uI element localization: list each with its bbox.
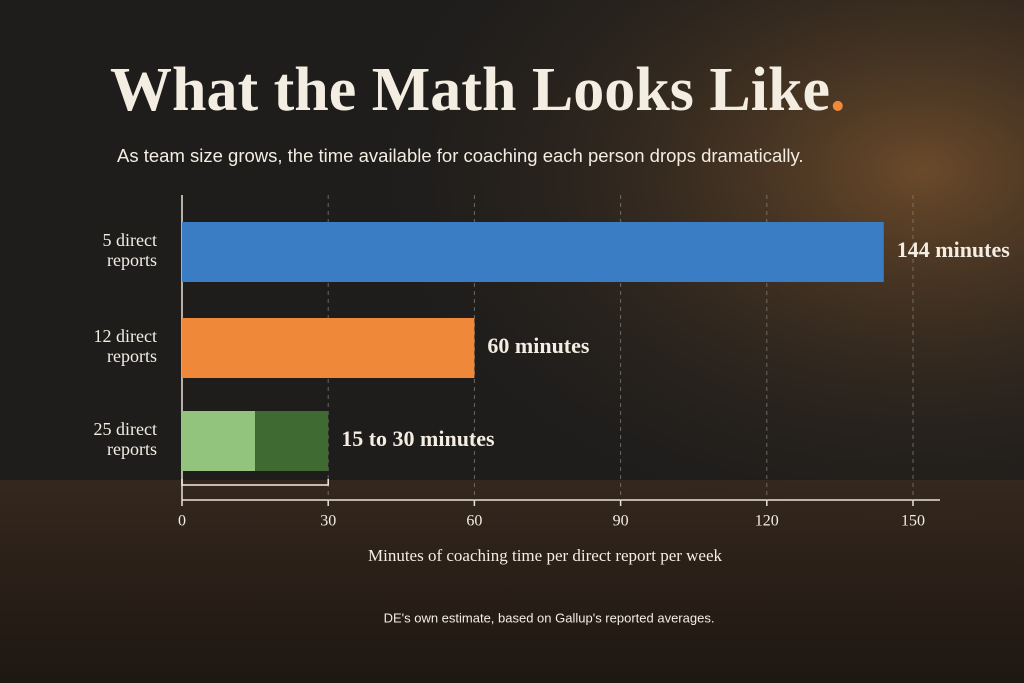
x-tick-label: 30 [320, 513, 336, 530]
bar [182, 222, 884, 282]
bar-low [182, 411, 256, 471]
category-label: 25 direct reports [94, 419, 157, 459]
footnote: DE's own estimate, based on Gallup's rep… [384, 610, 715, 625]
category-label: 5 direct reports [103, 230, 157, 270]
range-bracket [181, 479, 329, 486]
value-label: 60 minutes [487, 333, 590, 358]
x-tick-label: 60 [466, 513, 482, 530]
subtitle: As team size grows, the time available f… [117, 145, 804, 166]
x-tick-label: 120 [755, 513, 779, 530]
x-tick-label: 90 [613, 513, 629, 530]
bar [182, 318, 475, 378]
desk [0, 480, 1024, 683]
title-mark: . [830, 56, 846, 124]
x-axis-label: Minutes of coaching time per direct repo… [368, 546, 723, 565]
title-text: What the Math Looks Like [110, 56, 830, 124]
category-label: 12 direct reports [94, 326, 157, 366]
chart-title: What the Math Looks Like. [110, 56, 845, 124]
x-tick-label: 150 [901, 513, 925, 530]
value-label: 15 to 30 minutes [341, 426, 495, 451]
bar-range [255, 411, 329, 471]
value-label: 144 minutes [897, 237, 1011, 262]
x-tick-label: 0 [178, 513, 186, 530]
